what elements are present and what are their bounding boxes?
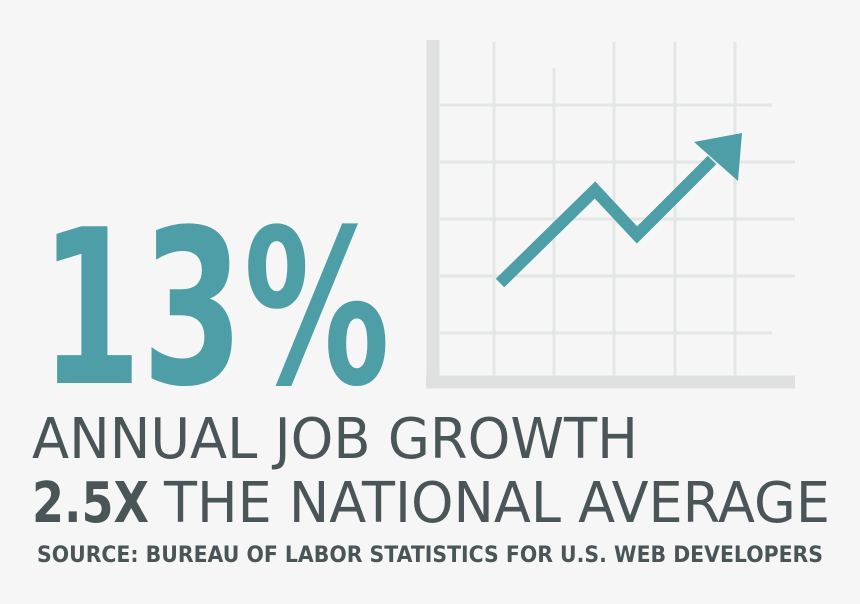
headline-figure: 13% xyxy=(40,183,390,434)
arrow-head xyxy=(694,133,742,181)
subtitle-line: ANNUAL JOB GROWTH xyxy=(32,407,638,472)
subtitle-line: THE NATIONAL AVERAGE xyxy=(163,471,830,536)
trend-arrow xyxy=(495,155,717,288)
source-note: SOURCE: BUREAU OF LABOR STATISTICS FOR U… xyxy=(37,543,823,568)
decorative-chart xyxy=(426,40,795,389)
emphasis: 2.5X xyxy=(32,471,149,536)
